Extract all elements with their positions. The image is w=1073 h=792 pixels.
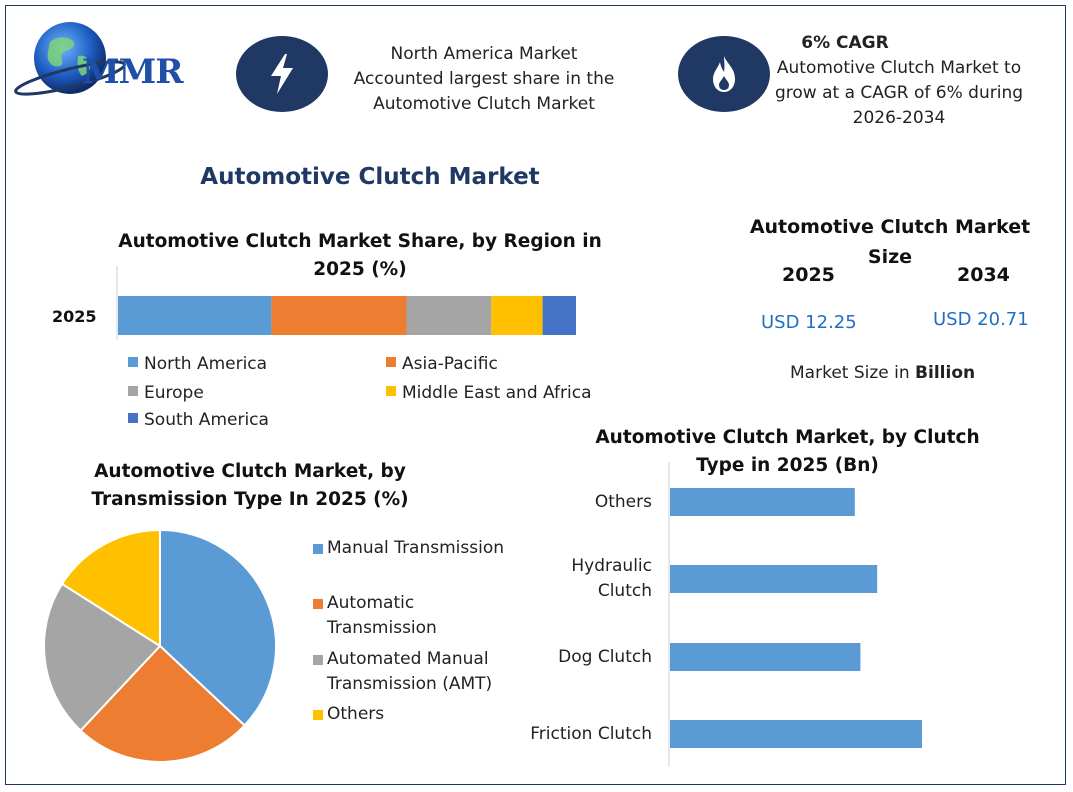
highlight-1-line-1: North America Market <box>390 44 578 64</box>
category-label-line-2: Clutch <box>597 581 652 601</box>
legend-swatch <box>313 710 323 720</box>
region-chart-title-line-1: Automotive Clutch Market Share, by Regio… <box>118 231 602 252</box>
pie-legend-automatic: Automatic Transmission <box>313 591 437 641</box>
logo-text: MMR <box>82 52 184 92</box>
legend-label: Middle East and Africa <box>402 383 592 403</box>
pie-legend-automated-manual: Automated Manual Transmission (AMT) <box>313 647 492 697</box>
lightning-icon-circle <box>236 36 328 112</box>
market-size-title-line-2: Size <box>867 246 913 268</box>
highlight-2-line-2: grow at a CAGR of 6% during <box>774 83 1024 103</box>
legend-swatch <box>128 413 138 423</box>
legend-swatch <box>313 599 323 609</box>
region-bar-middle-east-and-africa <box>491 296 543 335</box>
flame-icon-circle <box>678 36 770 112</box>
legend-label-line-2: Transmission (AMT) <box>327 674 493 694</box>
pie-slice-automatic-transmission <box>79 644 246 763</box>
region-stacked-bar-chart: 2025 <box>52 266 576 340</box>
clutch-category-others: Others <box>595 490 652 515</box>
cagr-title: 6% CAGR <box>801 33 889 53</box>
region-legend-asia-pacific: Asia-Pacific <box>386 354 498 374</box>
market-size-title-line-1: Automotive Clutch Market <box>749 216 1031 238</box>
legend-label-line-1: Automated Manual <box>327 649 489 669</box>
unit-prefix: Market Size in <box>790 363 910 383</box>
transmission-chart-title-line-1: Automotive Clutch Market, by <box>94 461 406 482</box>
market-size-unit: Market Size in Billion <box>790 363 975 383</box>
globe-icon <box>14 22 126 96</box>
region-bar-north-america <box>118 296 272 335</box>
legend-label: Europe <box>144 383 204 403</box>
clutch-chart-title-line-1: Automotive Clutch Market, by Clutch <box>595 427 980 448</box>
legend-label-line-1: Others <box>327 704 385 724</box>
highlight-north-america: North America Market Accounted largest s… <box>335 42 633 117</box>
region-legend-south-america: South America <box>128 410 269 430</box>
highlight-2-line-1: Automotive Clutch Market to <box>776 58 1022 78</box>
pie-slice-automated-manual-transmission-amt <box>43 582 162 732</box>
main-title: Automotive Clutch Market <box>200 164 540 190</box>
transmission-chart-title: Automotive Clutch Market, by Transmissio… <box>80 458 420 514</box>
transmission-chart-title-line-2: Transmission Type In 2025 (%) <box>91 489 409 510</box>
market-size-title: Automotive Clutch Market Size <box>740 212 1040 272</box>
market-value-2025: USD 12.25 <box>761 312 857 333</box>
lightning-icon <box>271 54 293 94</box>
clutch-bar-friction-clutch <box>670 720 922 748</box>
legend-swatch <box>386 386 396 396</box>
mmr-logo: MMR <box>12 12 212 104</box>
pie-slice-manual-transmission <box>159 528 277 727</box>
clutch-bar-hydraulic-clutch <box>670 565 878 593</box>
clutch-bar-others <box>670 488 855 516</box>
clutch-bar-chart <box>668 462 922 767</box>
region-chart-title-line-2: 2025 (%) <box>313 259 407 280</box>
legend-label: North America <box>144 354 268 374</box>
region-legend-europe: Europe <box>128 383 204 403</box>
transmission-pie-chart <box>43 528 277 763</box>
highlight-1-line-3: Automotive Clutch Market <box>373 94 595 114</box>
highlight-cagr: 6% CAGR Automotive Clutch Market to grow… <box>760 31 1038 131</box>
legend-label-line-2: Transmission <box>327 618 437 638</box>
pie-legend-manual-transmission: Manual Transmission <box>313 536 504 561</box>
highlight-2-line-3: 2026-2034 <box>852 108 946 128</box>
legend-swatch <box>313 655 323 665</box>
region-legend-north-america: North America <box>128 354 267 374</box>
clutch-chart-title: Automotive Clutch Market, by Clutch Type… <box>580 424 995 480</box>
year-2034: 2034 <box>957 264 1010 286</box>
legend-label-line-1: Automatic <box>327 593 415 613</box>
clutch-category-dog-clutch: Dog Clutch <box>558 645 652 670</box>
pie-legend-others: Others <box>313 702 384 727</box>
region-category-label: 2025 <box>52 307 97 326</box>
category-label-line-1: Others <box>594 491 652 512</box>
legend-swatch <box>313 544 323 554</box>
category-label-line-1: Dog Clutch <box>558 646 652 667</box>
region-legend-middle-east-and-africa: Middle East and Africa <box>386 383 592 403</box>
market-value-2034: USD 20.71 <box>933 309 1029 330</box>
region-chart-title: Automotive Clutch Market Share, by Regio… <box>100 228 620 284</box>
clutch-bar-dog-clutch <box>670 643 861 671</box>
legend-swatch <box>128 357 138 367</box>
legend-label: Asia-Pacific <box>402 354 498 374</box>
highlight-1-line-2: Accounted largest share in the <box>353 69 615 89</box>
clutch-category-hydraulic-clutch: Hydraulic Clutch <box>571 554 652 604</box>
legend-label-line-1: Manual Transmission <box>327 538 504 558</box>
year-2025: 2025 <box>782 264 835 286</box>
clutch-category-friction-clutch: Friction Clutch <box>530 722 652 747</box>
unit-bold: Billion <box>915 363 976 383</box>
pie-slice-others <box>60 528 161 648</box>
flame-icon <box>713 56 735 92</box>
region-bar-south-america <box>542 296 576 335</box>
category-label-line-1: Friction Clutch <box>530 723 652 744</box>
clutch-chart-title-line-2: Type in 2025 (Bn) <box>696 455 879 476</box>
region-bar-asia-pacific <box>271 296 407 335</box>
category-label-line-1: Hydraulic <box>571 556 652 576</box>
region-bar-europe <box>406 296 492 335</box>
legend-swatch <box>128 386 138 396</box>
legend-swatch <box>386 357 396 367</box>
legend-label: South America <box>144 410 269 430</box>
